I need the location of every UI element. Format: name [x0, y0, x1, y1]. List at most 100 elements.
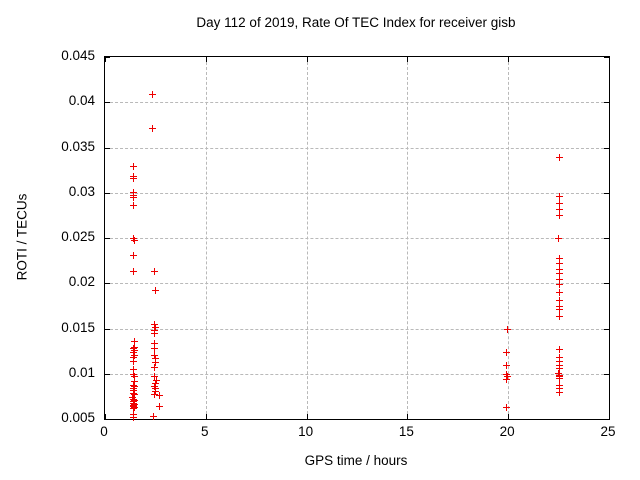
data-point-marker — [130, 410, 138, 418]
data-point-marker — [150, 320, 158, 328]
y-tick-mark — [604, 283, 609, 285]
data-point-marker — [130, 396, 138, 404]
x-tick-label: 25 — [600, 424, 616, 439]
data-point-marker — [148, 125, 156, 133]
grid-line-horizontal — [105, 373, 609, 375]
data-point-marker — [555, 260, 563, 268]
x-tick-mark — [205, 57, 207, 62]
grid-line-horizontal — [105, 328, 609, 330]
x-tick-label: 0 — [100, 424, 108, 439]
data-point-marker — [129, 405, 137, 413]
data-point-marker — [130, 403, 138, 411]
data-point-marker — [130, 236, 138, 244]
y-tick-mark — [604, 373, 609, 375]
y-tick-label: 0.035 — [61, 138, 95, 154]
data-point-marker — [130, 404, 138, 412]
data-point-marker — [555, 206, 563, 214]
data-point-marker — [130, 414, 138, 422]
data-point-marker — [130, 366, 138, 374]
data-point-marker — [151, 382, 159, 390]
y-tick-label: 0.03 — [68, 183, 95, 199]
data-point-marker — [555, 305, 563, 313]
data-point-marker — [130, 162, 138, 170]
x-tick-label: 15 — [398, 424, 414, 439]
x-tick-mark — [508, 57, 510, 62]
data-point-marker — [129, 252, 137, 260]
y-tick-mark — [105, 147, 110, 149]
data-point-marker — [503, 349, 511, 357]
data-point-marker — [151, 344, 159, 352]
data-point-marker — [555, 275, 563, 283]
x-tick-mark — [609, 414, 610, 419]
x-axis-label: GPS time / hours — [304, 453, 408, 468]
data-point-marker — [555, 265, 563, 273]
y-tick-label: 0.025 — [61, 229, 95, 244]
data-point-marker — [129, 394, 137, 402]
data-point-marker — [151, 330, 159, 338]
y-tick-mark — [105, 192, 110, 194]
data-point-marker — [131, 338, 139, 346]
x-tick-mark — [205, 414, 207, 419]
x-tick-label: 5 — [201, 424, 209, 439]
data-point-marker — [151, 351, 159, 359]
data-point-marker — [555, 289, 563, 297]
data-point-marker — [503, 361, 511, 369]
data-point-marker — [150, 373, 158, 381]
data-point-marker — [129, 267, 137, 275]
data-point-marker — [129, 397, 137, 405]
x-tick-mark — [407, 414, 409, 419]
y-tick-mark — [604, 57, 609, 58]
data-point-marker — [129, 381, 137, 389]
y-tick-mark — [604, 147, 609, 149]
data-point-marker — [152, 377, 160, 385]
grid-line-horizontal — [105, 147, 609, 149]
data-point-marker — [555, 365, 563, 373]
data-point-marker — [555, 270, 563, 278]
data-point-marker — [503, 404, 511, 412]
y-tick-mark — [604, 238, 609, 239]
y-tick-mark — [105, 419, 110, 420]
data-point-marker — [555, 281, 563, 289]
x-tick-mark — [407, 57, 409, 62]
y-tick-mark — [604, 102, 609, 104]
data-point-marker — [151, 390, 159, 398]
data-point-marker — [555, 375, 563, 383]
y-tick-label: 0.04 — [68, 93, 95, 109]
y-tick-mark — [105, 57, 110, 58]
plot-area — [104, 56, 610, 422]
y-tick-mark — [105, 238, 110, 239]
data-point-marker — [151, 379, 159, 387]
y-tick-label: 0.045 — [61, 48, 95, 63]
data-point-marker — [129, 358, 137, 366]
data-point-marker — [130, 377, 138, 385]
y-tick-label: 0.005 — [61, 410, 95, 425]
data-point-marker — [555, 361, 563, 369]
data-point-marker — [555, 358, 563, 366]
grid-line-horizontal — [105, 102, 609, 104]
y-tick-label: 0.015 — [61, 319, 95, 335]
data-point-marker — [130, 390, 138, 398]
x-tick-mark — [306, 414, 308, 419]
data-point-marker — [129, 235, 137, 242]
data-point-marker — [555, 193, 563, 201]
data-point-marker — [130, 175, 138, 183]
data-point-marker — [502, 370, 510, 378]
data-point-marker — [555, 199, 563, 207]
y-tick-mark — [105, 373, 110, 375]
data-point-marker — [555, 388, 563, 396]
data-point-marker — [555, 346, 563, 354]
data-point-marker — [151, 339, 159, 347]
x-tick-mark — [609, 57, 610, 62]
y-tick-mark — [105, 283, 110, 285]
data-point-marker — [151, 286, 159, 294]
data-point-marker — [555, 235, 563, 242]
y-tick-mark — [105, 102, 110, 104]
data-point-marker — [555, 385, 563, 393]
x-tick-mark — [508, 414, 510, 419]
data-point-marker — [131, 400, 139, 408]
data-point-marker — [555, 212, 563, 220]
x-tick-label: 20 — [499, 424, 515, 439]
x-tick-mark — [306, 57, 308, 62]
grid-line-horizontal — [105, 192, 609, 194]
data-point-marker — [555, 381, 563, 389]
